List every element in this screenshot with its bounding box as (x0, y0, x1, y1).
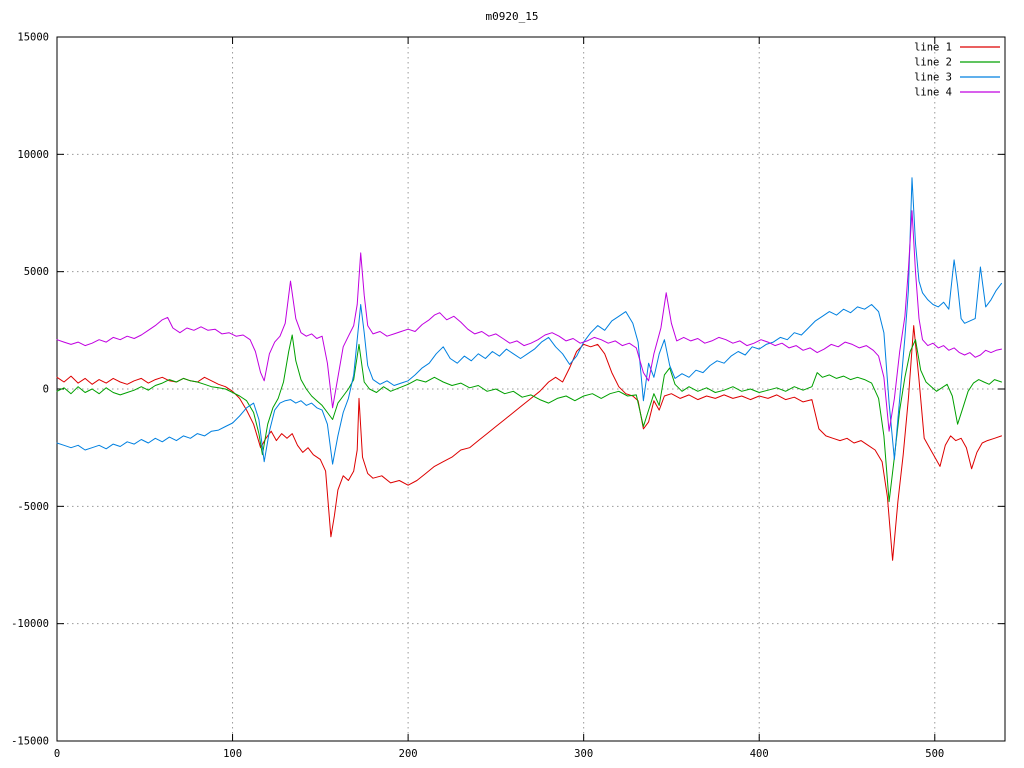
series-line-1 (56, 325, 1002, 561)
legend-label: line 4 (914, 87, 952, 99)
series-line-2 (56, 334, 1002, 503)
legend-label: line 2 (914, 57, 952, 69)
y-tick-label: 5000 (24, 266, 49, 278)
plot-border (56, 36, 1006, 742)
y-tick-label: -5000 (17, 501, 49, 513)
legend-label: line 3 (914, 72, 952, 84)
x-tick-label: 100 (223, 748, 242, 760)
legend-label: line 1 (914, 42, 952, 54)
x-tick-label: 200 (399, 748, 418, 760)
y-tick-label: 10000 (17, 149, 49, 161)
y-tick-label: 15000 (17, 32, 49, 44)
x-tick-label: 300 (574, 748, 593, 760)
series-line-4 (56, 210, 1002, 432)
series-line-3 (56, 177, 1002, 465)
x-tick-label: 500 (925, 748, 944, 760)
y-tick-label: -10000 (11, 618, 49, 630)
y-tick-label: 0 (43, 384, 49, 396)
x-tick-label: 0 (54, 748, 60, 760)
x-tick-label: 400 (750, 748, 769, 760)
y-tick-label: -15000 (11, 736, 49, 748)
chart-title: m0920_15 (485, 10, 539, 23)
